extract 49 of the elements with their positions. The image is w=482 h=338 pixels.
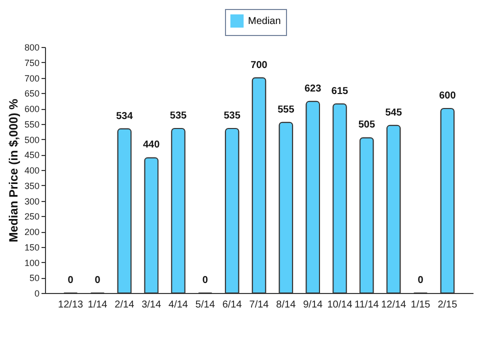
legend-label: Median <box>248 16 281 27</box>
y-tick-label: 300 <box>24 196 40 206</box>
data-label: 700 <box>250 60 268 71</box>
y-tick-label: 50 <box>29 273 40 284</box>
y-tick-label: 100 <box>24 258 40 268</box>
y-tick-label: 650 <box>24 88 40 99</box>
y-tick-label: 250 <box>24 212 40 222</box>
x-tick-label: 2/14 <box>114 300 135 310</box>
y-tick-label: 550 <box>24 119 40 130</box>
x-tick-label: 8/14 <box>276 300 296 310</box>
data-label: 0 <box>418 275 424 286</box>
y-tick-label: 800 <box>24 42 40 52</box>
x-tick-label: 12/13 <box>58 300 84 310</box>
y-tick-label: 750 <box>24 58 40 68</box>
data-label: 623 <box>304 83 322 94</box>
x-tick-label: 1/14 <box>88 300 108 310</box>
y-tick-label: 400 <box>24 166 40 176</box>
y-tick-label: 700 <box>24 73 40 84</box>
x-tick-label: 4/14 <box>168 300 188 310</box>
y-tick-label: 500 <box>24 134 40 145</box>
data-label: 505 <box>358 120 376 131</box>
x-tick-label: 7/14 <box>249 300 270 310</box>
x-tick-label: 12/14 <box>381 300 407 310</box>
x-tick-label: 5/14 <box>195 300 216 310</box>
data-label: 535 <box>224 110 241 122</box>
y-tick-label: 200 <box>24 227 40 237</box>
data-label: 545 <box>385 107 402 118</box>
y-tick-label: 450 <box>24 150 40 160</box>
data-label: 0 <box>94 275 101 286</box>
data-label: 600 <box>439 90 456 102</box>
x-tick-label: 3/14 <box>142 300 162 310</box>
y-tick-label: 350 <box>24 180 40 191</box>
data-label: 555 <box>278 104 295 116</box>
data-label: 615 <box>331 86 349 97</box>
x-tick-label: 9/14 <box>303 300 324 310</box>
data-label: 0 <box>202 275 208 286</box>
data-label: 440 <box>142 140 160 151</box>
y-tick-label: 150 <box>24 242 40 252</box>
x-tick-label: 2/15 <box>438 300 458 310</box>
data-label: 535 <box>170 110 188 122</box>
x-tick-label: 10/14 <box>327 300 353 310</box>
data-label: 534 <box>116 110 134 122</box>
x-tick-label: 11/14 <box>354 300 380 310</box>
y-tick-label: 600 <box>24 104 40 114</box>
x-tick-label: 1/15 <box>410 300 431 310</box>
y-axis-title: Median Price (in $,000) % <box>6 98 20 242</box>
x-tick-label: 6/14 <box>222 300 242 310</box>
y-tick-label: 0 <box>34 288 40 298</box>
data-label: 0 <box>68 275 74 286</box>
